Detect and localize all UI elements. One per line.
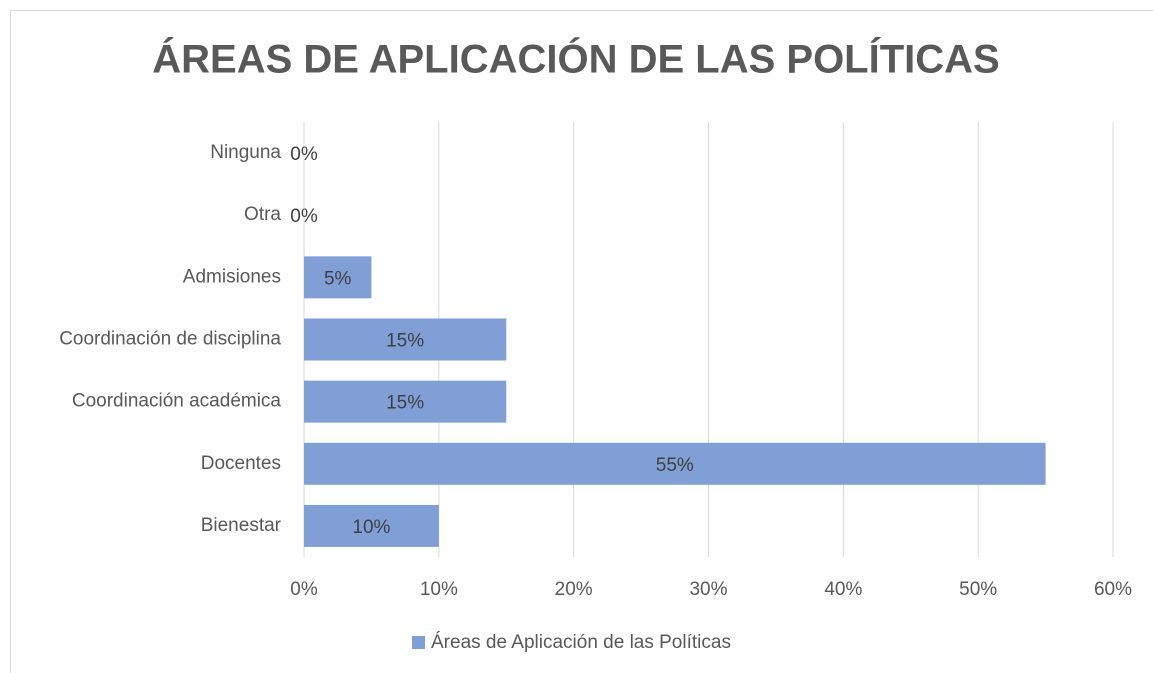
y-tick-label: Coordinación de disciplina — [59, 329, 281, 350]
y-tick-label: Ninguna — [210, 142, 281, 163]
x-tick-label: 40% — [824, 579, 862, 600]
data-label: 10% — [352, 517, 390, 538]
chart-title: ÁREAS DE APLICACIÓN DE LAS POLÍTICAS — [152, 36, 999, 82]
bar — [304, 504, 439, 547]
data-label: 15% — [386, 393, 424, 414]
chart-frame — [10, 10, 1153, 673]
bar — [304, 442, 1046, 485]
x-tick-label: 20% — [555, 579, 593, 600]
y-tick-label: Bienestar — [201, 515, 282, 536]
bar — [304, 380, 507, 423]
data-label: 55% — [656, 455, 694, 476]
x-tick-label: 30% — [689, 579, 727, 600]
x-tick-label: 50% — [959, 579, 997, 600]
legend-swatch — [412, 636, 425, 649]
y-tick-label: Otra — [244, 204, 281, 225]
data-label: 0% — [290, 206, 318, 227]
bar — [304, 256, 372, 299]
x-tick-label: 60% — [1094, 579, 1132, 600]
y-tick-label: Docentes — [201, 453, 281, 474]
data-label: 15% — [386, 331, 424, 352]
x-tick-label: 0% — [290, 579, 318, 600]
bar — [304, 318, 507, 361]
y-tick-label: Coordinación académica — [72, 391, 282, 412]
data-label: 5% — [324, 268, 352, 289]
y-tick-label: Admisiones — [183, 266, 281, 287]
x-tick-label: 10% — [420, 579, 458, 600]
legend-label: Áreas de Aplicación de las Políticas — [431, 632, 731, 653]
data-label: 0% — [290, 144, 318, 165]
